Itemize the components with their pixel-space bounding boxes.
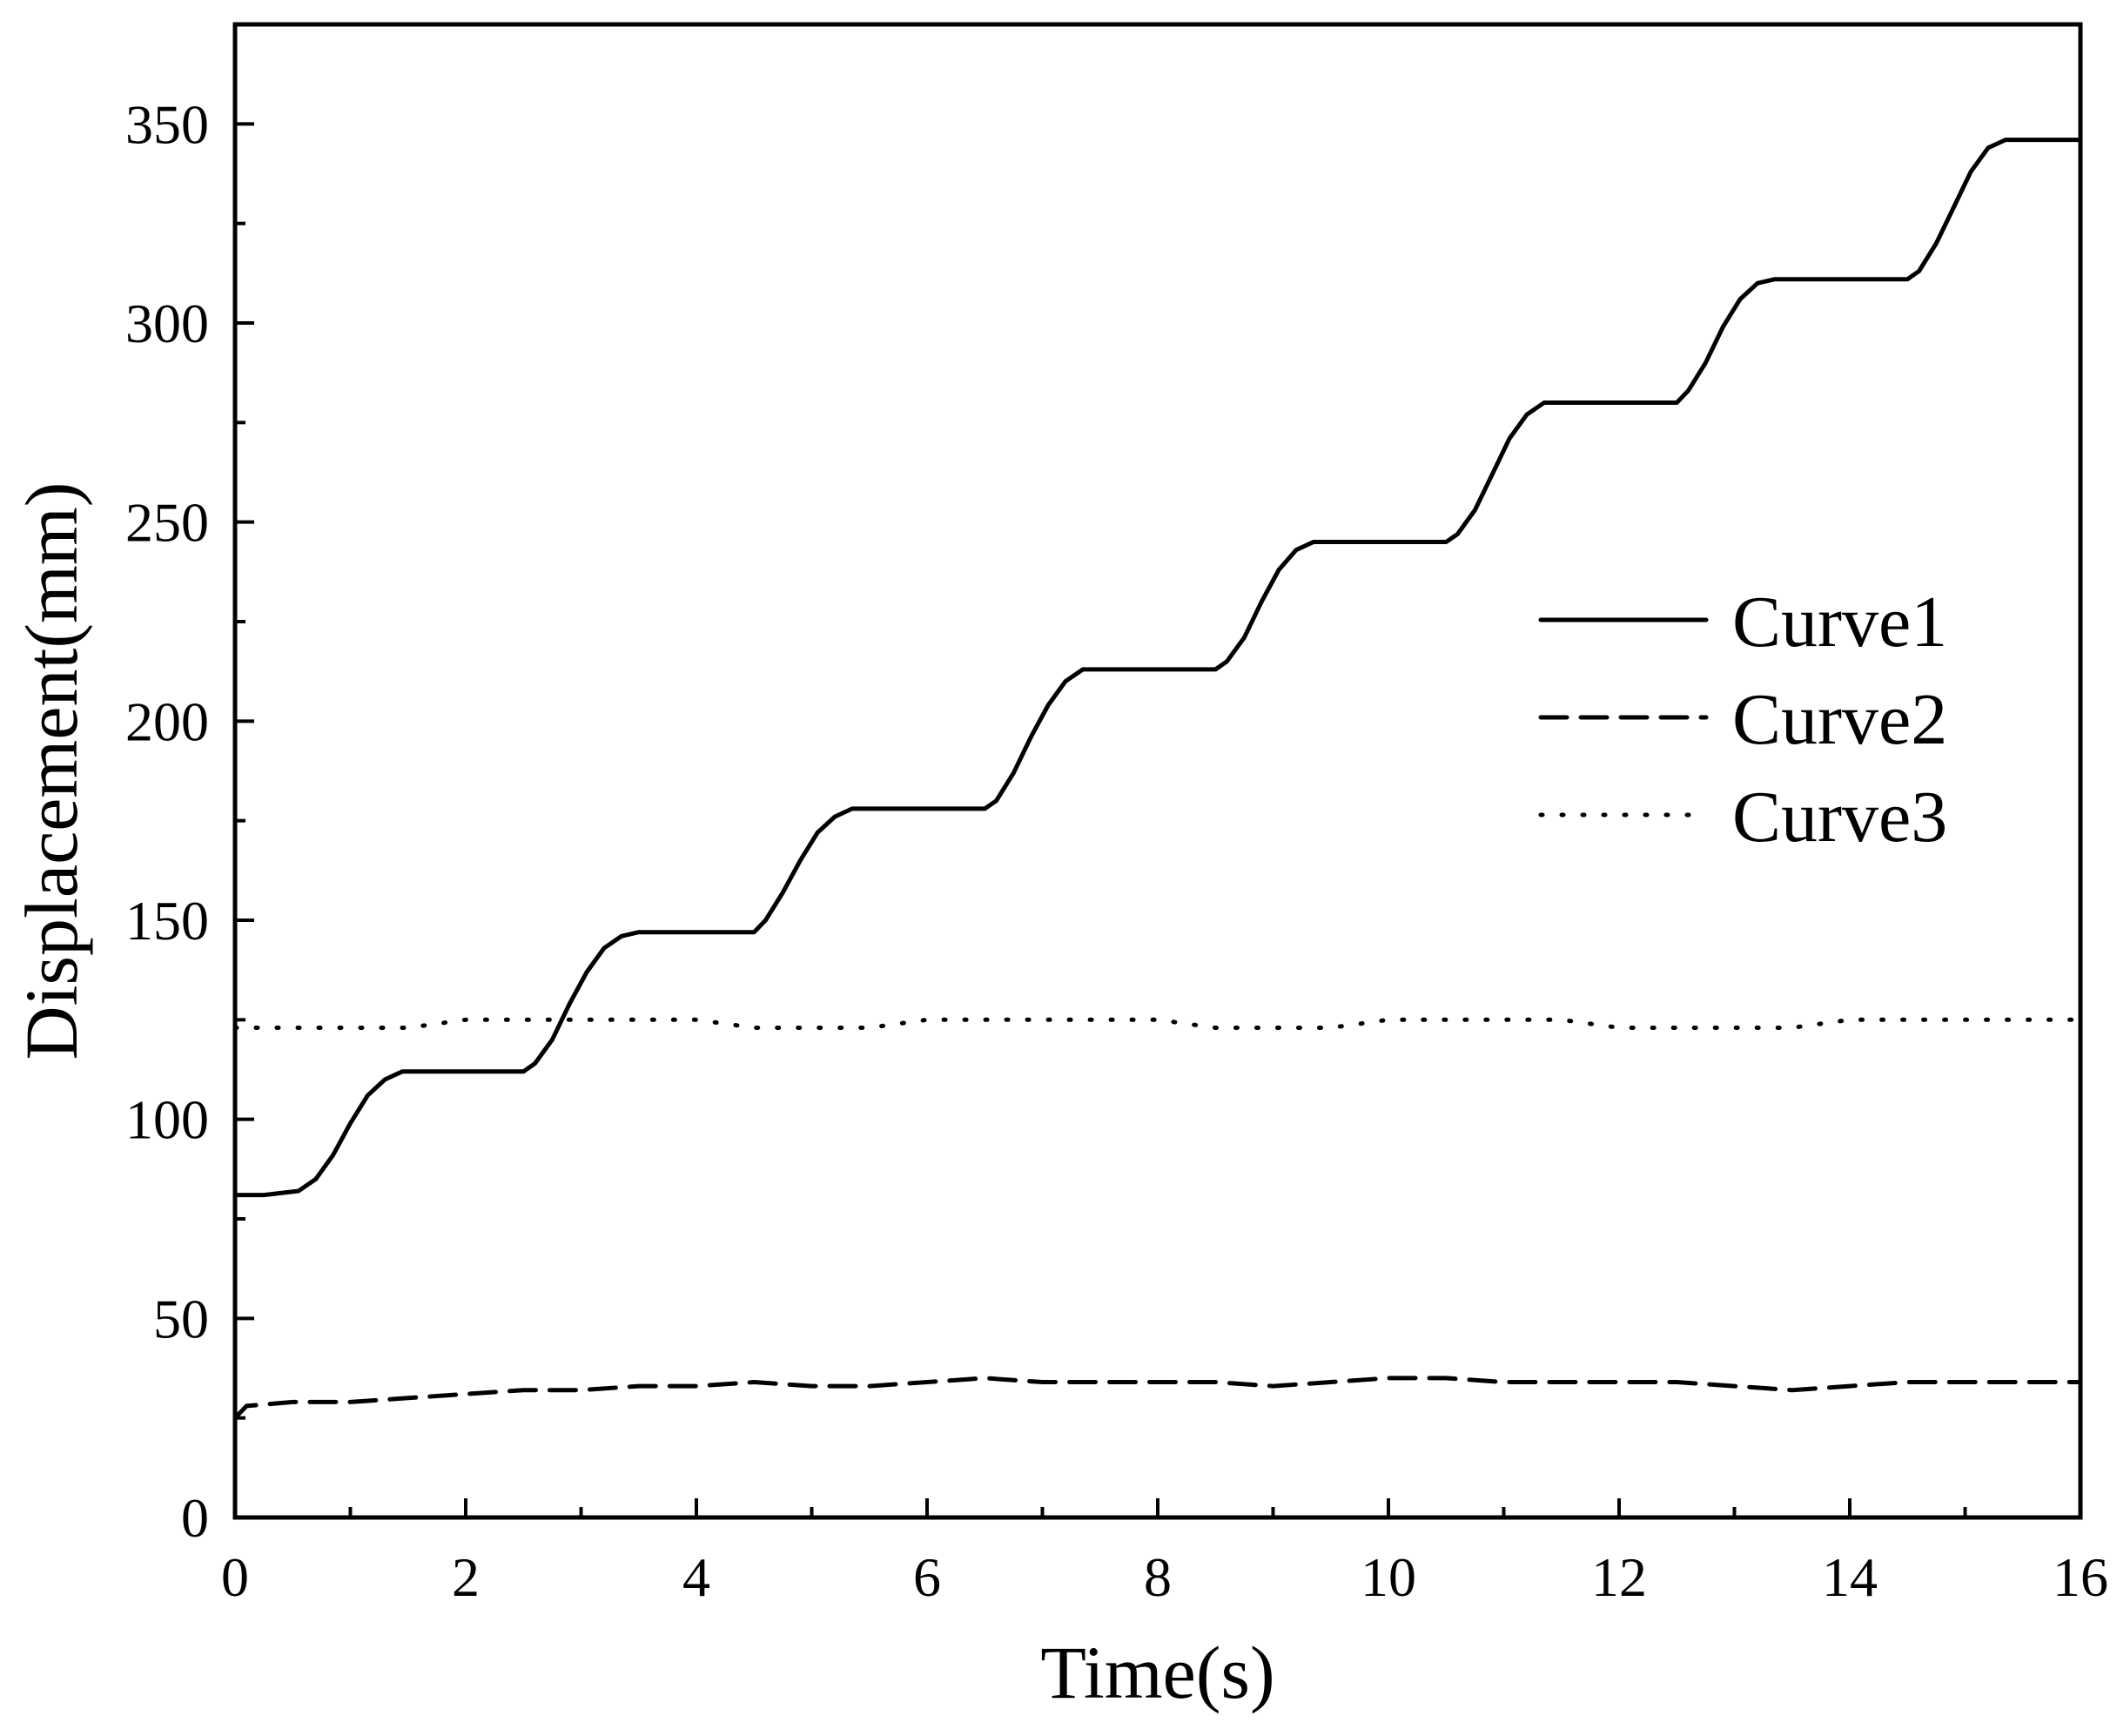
plot-frame [232,22,2083,1520]
series-group [232,138,2083,1421]
legend-label-curve1: Curve1 [1732,582,1947,663]
y-tick-label: 250 [125,492,209,554]
y-tick-label: 100 [125,1089,209,1151]
x-tick-label: 10 [1361,1546,1416,1608]
y-tick-label: 0 [181,1487,209,1549]
x-tick-label: 0 [221,1546,249,1608]
x-tick-label: 14 [1822,1546,1878,1608]
x-tick-label: 8 [1144,1546,1172,1608]
x-tick-label: 12 [1591,1546,1647,1608]
x-tick-label: 6 [913,1546,941,1608]
series-line-curve2 [232,1376,2083,1421]
x-axis-title: Time(s) [1040,1631,1274,1714]
y-axis-title: Displacement(mm) [10,482,93,1060]
series-line-curve1 [232,138,2083,1198]
y-tick-label: 200 [125,690,209,752]
legend-label-curve2: Curve2 [1732,679,1947,760]
legend-label-curve3: Curve3 [1732,777,1947,858]
y-tick-label: 300 [125,293,209,354]
ticks-group [233,122,2082,1519]
x-tick-label: 4 [682,1546,710,1608]
y-tick-label: 350 [125,93,209,155]
legend: Curve1 Curve2 Curve3 [1538,582,1947,858]
x-tick-label: 16 [2053,1546,2108,1608]
tick-labels-group: 0 2 4 6 8 10 12 14 16 0 50 100 150 200 250 300 350 [125,93,2108,1608]
x-tick-label: 2 [452,1546,480,1608]
series-line-curve3 [232,1017,2083,1030]
y-tick-label: 150 [125,890,209,952]
y-tick-label: 50 [153,1288,209,1349]
